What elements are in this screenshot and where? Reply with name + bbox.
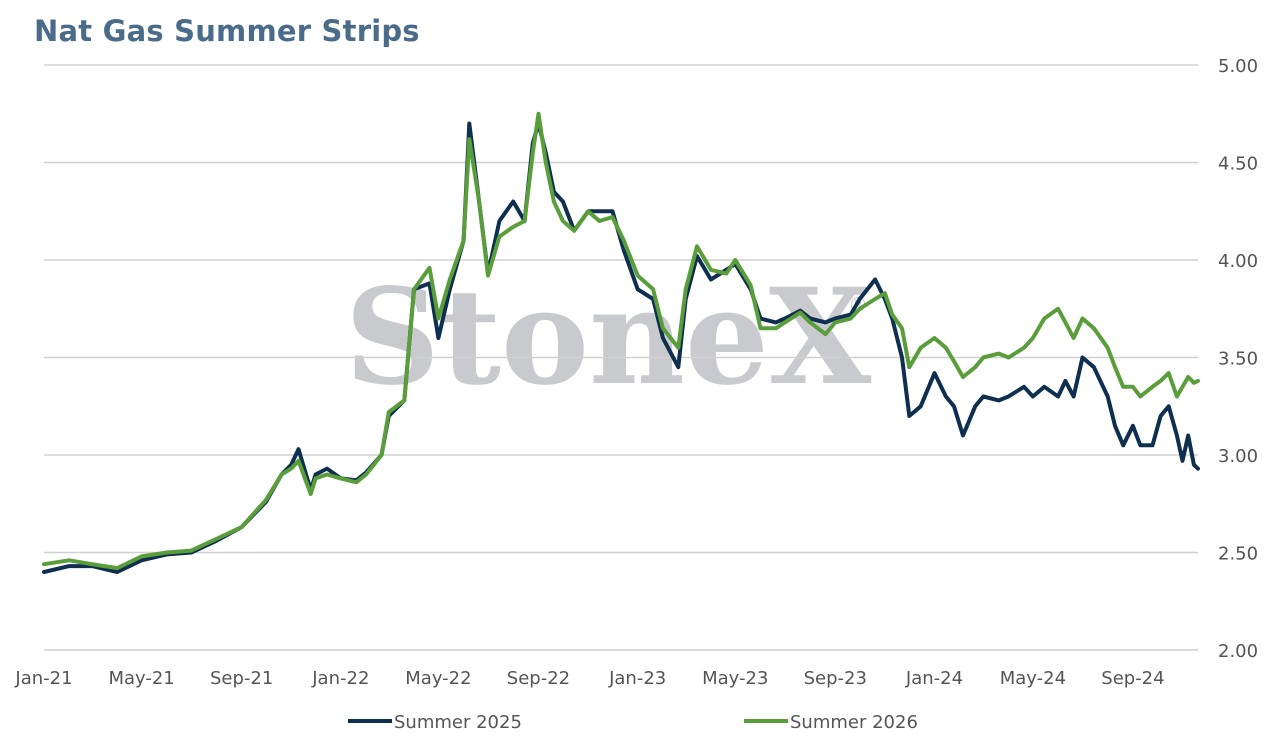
x-tick-label: Jan-24	[905, 668, 963, 689]
y-tick-label: 2.50	[1218, 544, 1258, 565]
y-tick-label: 3.00	[1218, 446, 1258, 467]
x-tick-label: Jan-21	[14, 668, 72, 689]
y-tick-label: 3.50	[1218, 349, 1258, 370]
stonex-watermark: StoneX ®	[345, 260, 872, 415]
chart-title: Nat Gas Summer Strips	[34, 14, 420, 48]
x-tick-label: Sep-24	[1101, 668, 1164, 689]
x-tick-label: Jan-23	[608, 668, 666, 689]
legend-label: Summer 2026	[790, 712, 918, 733]
legend-label: Summer 2025	[394, 712, 522, 733]
x-tick-label: Jan-22	[311, 668, 369, 689]
y-tick-label: 2.00	[1218, 641, 1258, 662]
x-tick-label: Sep-22	[507, 668, 570, 689]
gridlines	[44, 64, 1198, 651]
series-line-summer-2026	[42, 111, 1200, 571]
series-lines	[42, 111, 1200, 574]
x-axis-tick-labels: Jan-21 May-21 Sep-21 Jan-22 May-22 Sep-22 Jan-…	[14, 668, 1164, 689]
x-tick-label: May-21	[108, 668, 174, 689]
x-tick-label: Sep-21	[210, 668, 273, 689]
x-tick-label: May-23	[702, 668, 768, 689]
x-tick-label: Sep-23	[804, 668, 867, 689]
legend: Summer 2025 Summer 2026	[348, 712, 918, 733]
x-tick-label: May-22	[405, 668, 471, 689]
y-tick-label: 4.50	[1218, 154, 1258, 175]
x-tick-label: May-24	[1000, 668, 1066, 689]
watermark-text: StoneX	[345, 260, 872, 415]
y-axis-tick-labels: 5.00 4.50 4.00 3.50 3.00 2.50 2.00	[1218, 56, 1258, 662]
y-tick-label: 5.00	[1218, 56, 1258, 77]
y-tick-label: 4.00	[1218, 251, 1258, 272]
